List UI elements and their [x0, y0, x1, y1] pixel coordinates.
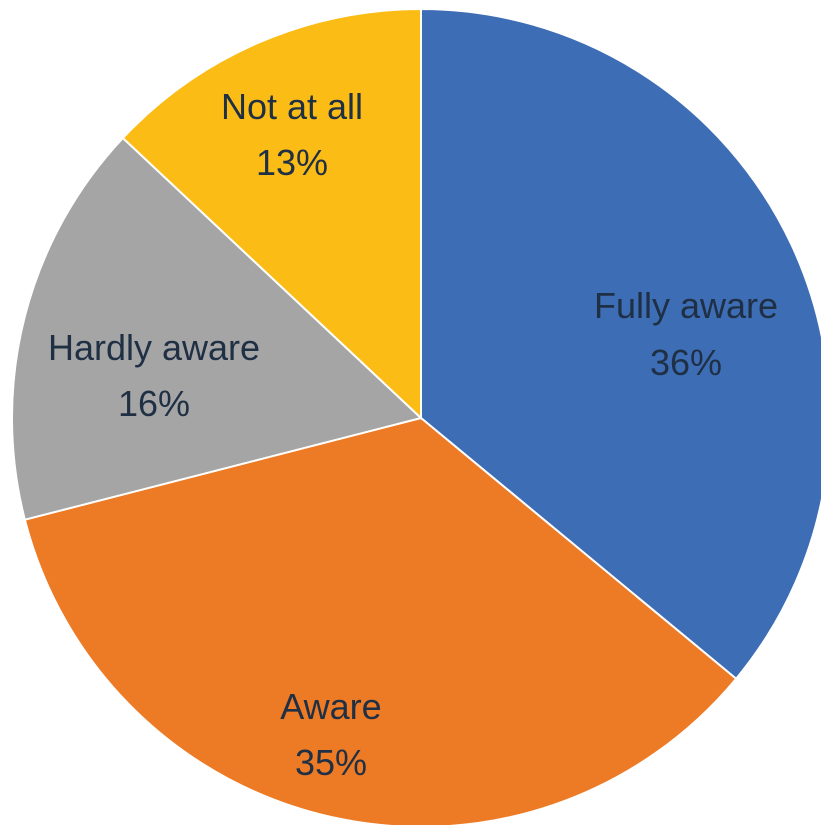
- slice-percent-label-fully-aware: 36%: [650, 342, 722, 383]
- pie-slice-not-at-all: [121, 7, 422, 421]
- slice-percent-label-aware: 35%: [295, 742, 367, 783]
- pie-slices: [11, 7, 821, 825]
- slice-percent-label-not-at-all: 13%: [256, 142, 328, 183]
- pie-data-labels: Fully aware 36% Aware 35% Hardly aware 16% Not…: [48, 86, 778, 783]
- slice-name-label-fully-aware: Fully aware: [594, 285, 778, 326]
- slice-percent-label-hardly-aware: 16%: [118, 383, 190, 424]
- slice-name-label-not-at-all: Not at all: [221, 86, 363, 127]
- slice-name-label-aware: Aware: [280, 686, 381, 727]
- slice-name-label-hardly-aware: Hardly aware: [48, 327, 260, 368]
- pie-slice-fully-aware: [420, 7, 821, 681]
- pie-slice-aware: [23, 416, 738, 825]
- pie-slice-hardly-aware: [11, 136, 424, 521]
